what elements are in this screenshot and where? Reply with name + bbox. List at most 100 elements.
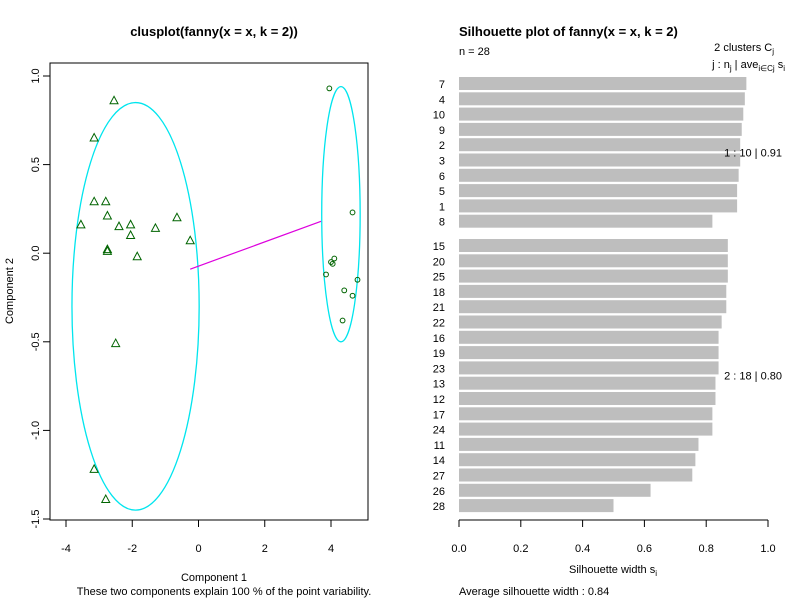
observation-label: 4 <box>439 94 445 106</box>
silhouette-x-axis: 0.0 0.2 0.4 0.6 0.8 1.0 <box>451 519 776 555</box>
average-silhouette-width: Average silhouette width : 0.84 <box>459 586 609 598</box>
silhouette-bar <box>459 453 696 467</box>
observation-label: 19 <box>433 348 445 360</box>
y-axis-label: Component 2 <box>4 258 16 324</box>
cluster-ellipses <box>71 85 361 511</box>
silhouette-bar <box>459 483 651 497</box>
point-circle <box>339 317 346 324</box>
point-triangle <box>102 210 113 220</box>
point-triangle <box>109 95 119 105</box>
silhouette-x-label-text: Silhouette width s <box>569 564 656 576</box>
silhouette-bar <box>459 138 741 152</box>
silhouette-bar <box>459 284 727 298</box>
legend-s: s <box>775 59 784 71</box>
silhouette-bar <box>459 92 745 106</box>
point-triangle <box>172 212 182 222</box>
observation-label: 16 <box>433 333 445 345</box>
silhouette-bar <box>459 499 614 513</box>
silhouette-x-label: Silhouette width si <box>569 564 657 578</box>
point-triangle <box>185 235 196 245</box>
y-tick-label: -1.5 <box>30 510 42 529</box>
observation-label: 20 <box>433 256 445 268</box>
silhouette-bar <box>459 269 728 283</box>
y-axis: -1.5 -1.0 -0.5 0.0 0.5 1.0 <box>30 68 50 528</box>
point-triangle <box>100 493 111 504</box>
point-circle <box>326 85 333 92</box>
observation-label: 23 <box>433 363 445 375</box>
point-circle <box>341 287 348 294</box>
y-tick-label: 0.0 <box>30 246 42 261</box>
data-points <box>76 85 361 504</box>
point-triangle <box>102 244 113 254</box>
silhouette-bar <box>459 254 728 268</box>
cluster-ellipse-2 <box>321 85 361 343</box>
silhouette-bar <box>459 346 719 360</box>
clusters-count-text: 2 clusters C <box>714 42 772 54</box>
observation-label: 21 <box>433 302 445 314</box>
silhouette-x-tick-label: 1.0 <box>760 543 775 555</box>
silhouette-bar <box>459 214 713 228</box>
point-triangle <box>89 196 99 206</box>
clusplot-title: clusplot(fanny(x = x, k = 2)) <box>130 24 298 39</box>
point-triangle <box>89 132 99 142</box>
point-circle <box>328 259 334 265</box>
observation-label: 26 <box>433 486 445 498</box>
y-tick-label: 1.0 <box>30 68 42 83</box>
silhouette-bar <box>459 239 728 252</box>
silhouette-bar <box>459 300 727 314</box>
observation-label: 10 <box>433 110 445 122</box>
point-circle <box>323 271 329 278</box>
cluster-connector-line <box>190 220 322 270</box>
observation-label: 13 <box>433 379 445 391</box>
silhouette-bar <box>459 315 722 329</box>
silhouette-bar <box>459 422 713 436</box>
point-triangle <box>150 222 161 232</box>
clusters-count-sub: j <box>771 47 774 56</box>
silhouette-bar <box>459 122 742 136</box>
cluster-summary-1: 1 : 10 | 0.91 <box>724 148 782 160</box>
cluster-connector <box>190 220 322 270</box>
x-tick-label: 2 <box>262 543 268 555</box>
x-axis: -4 -2 0 2 4 <box>61 520 334 555</box>
silhouette-bar <box>459 437 699 451</box>
observation-label: 24 <box>433 425 445 437</box>
point-circle <box>349 209 356 216</box>
silhouette-bar <box>459 184 738 198</box>
point-triangle <box>125 219 136 229</box>
silhouette-bar <box>459 77 747 90</box>
legend-ave-sub: i∈Cj <box>758 64 775 73</box>
silhouette-x-tick-label: 0.0 <box>451 543 466 555</box>
observation-label: 6 <box>439 171 445 183</box>
y-tick-label: 0.5 <box>30 157 42 172</box>
silhouette-bar <box>459 407 713 421</box>
point-triangle <box>76 219 86 229</box>
legend-s-sub: i <box>783 64 785 73</box>
silhouette-panel: Silhouette plot of fanny(x = x, k = 2) n… <box>433 24 785 598</box>
point-triangle <box>89 463 99 473</box>
observation-label: 9 <box>439 125 445 137</box>
silhouette-bar <box>459 361 719 375</box>
legend-header: j : nj | avei∈Cj si <box>711 59 785 73</box>
x-tick-label: 4 <box>328 543 334 555</box>
point-triangle <box>100 196 111 206</box>
clusplot-frame <box>49 62 369 521</box>
clusplot-panel: clusplot(fanny(x = x, k = 2)) -4 -2 0 2 4 -1… <box>4 24 371 598</box>
observation-label: 27 <box>433 471 445 483</box>
observation-labels: 7410923651815202518212216192313121724111… <box>433 79 445 513</box>
legend-prefix: j : n <box>711 59 730 71</box>
x-tick-label: -4 <box>61 543 71 555</box>
observation-label: 25 <box>433 272 445 284</box>
cluster-ellipse-1 <box>71 101 200 511</box>
silhouette-bar <box>459 330 719 344</box>
silhouette-bar <box>459 376 716 390</box>
observation-label: 22 <box>433 318 445 330</box>
point-circle <box>331 255 338 262</box>
observation-label: 5 <box>439 186 445 198</box>
point-triangle <box>110 338 121 348</box>
observation-label: 2 <box>439 140 445 152</box>
legend-sep: | ave <box>732 59 759 71</box>
point-circle <box>329 260 336 267</box>
silhouette-x-label-sub: i <box>655 569 657 578</box>
